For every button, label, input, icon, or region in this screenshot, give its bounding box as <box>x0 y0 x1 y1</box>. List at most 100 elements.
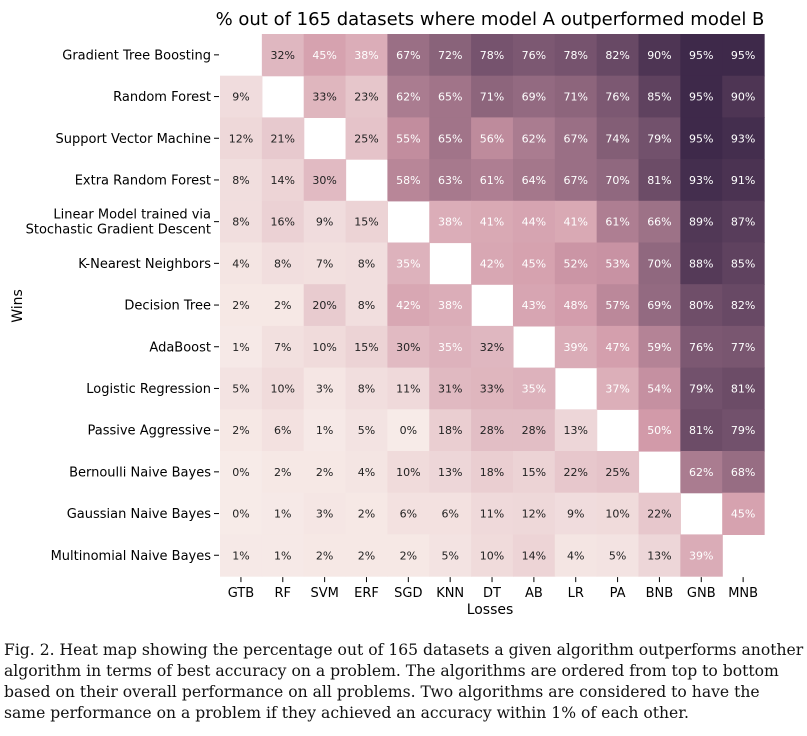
cell-value-label: 77% <box>731 341 755 354</box>
heatmap-cell <box>722 492 765 535</box>
cell-value-label: 8% <box>232 174 249 187</box>
cell-value-label: 1% <box>232 341 249 354</box>
heatmap-cell <box>261 451 305 494</box>
heatmap-cell <box>387 409 430 452</box>
cell-value-label: 0% <box>232 508 249 521</box>
heatmap-cell <box>220 242 263 285</box>
row-label-text: Logistic Regression <box>86 382 211 397</box>
heatmap-cell <box>303 367 347 410</box>
cell-value-label: 21% <box>271 132 295 145</box>
cell-value-label: 57% <box>605 299 629 312</box>
heatmap-cell <box>512 159 556 202</box>
row-labels: Gradient Tree Boosting Random Forest Suppo… <box>26 48 219 564</box>
column-label: GNB <box>687 577 716 601</box>
heatmap-cell <box>429 492 472 535</box>
cell-value-label: 25% <box>354 132 378 145</box>
cell-value-label: 95% <box>689 132 713 145</box>
column-label: SVM <box>310 577 339 601</box>
x-axis-label: Losses <box>467 602 514 618</box>
heatmap-cell <box>680 242 723 285</box>
cell-value-label: 67% <box>563 174 587 187</box>
cell-value-label: 13% <box>647 549 671 562</box>
heatmap-cell <box>680 409 723 452</box>
cell-value-label: 35% <box>396 257 420 270</box>
heatmap-cell <box>554 117 598 160</box>
row-label: Logistic Regression <box>86 382 219 397</box>
column-label-text: KNN <box>436 586 464 601</box>
heatmap-cell <box>429 34 472 77</box>
cell-value-label: 10% <box>396 466 420 479</box>
heatmap-cell <box>554 75 598 118</box>
column-label-text: GNB <box>687 586 716 601</box>
heatmap-cell <box>722 159 765 202</box>
heatmap-cell <box>722 117 765 160</box>
heatmap-cell <box>429 451 472 494</box>
cell-value-label: 93% <box>689 174 713 187</box>
row-label-text: Linear Model trained via <box>53 208 211 223</box>
cell-value-label: 45% <box>522 257 546 270</box>
cell-value-label: 30% <box>396 341 420 354</box>
cell-value-label: 11% <box>396 382 420 395</box>
cell-value-label: 2% <box>316 549 333 562</box>
heatmap-cell <box>261 117 305 160</box>
column-label: KNN <box>436 577 464 601</box>
heatmap-cell <box>471 75 514 118</box>
cell-value-label: 32% <box>480 341 504 354</box>
cell-value-label: 16% <box>271 216 295 229</box>
heatmap-cell <box>596 34 640 77</box>
cell-value-label: 6% <box>400 508 417 521</box>
cell-value-label: 81% <box>647 174 671 187</box>
row-label-text: Bernoulli Naive Bayes <box>69 465 211 480</box>
column-label: GTB <box>228 577 254 601</box>
cell-value-label: 4% <box>232 257 249 270</box>
heatmap-cell <box>638 409 681 452</box>
cell-value-label: 64% <box>522 174 546 187</box>
cell-value-label: 53% <box>605 257 629 270</box>
heatmap-cell <box>638 534 681 577</box>
cell-value-label: 20% <box>312 299 336 312</box>
cell-value-label: 37% <box>605 382 629 395</box>
cell-value-label: 76% <box>605 91 629 104</box>
cell-value-label: 11% <box>480 508 504 521</box>
heatmap-cell <box>387 367 430 410</box>
cell-value-label: 38% <box>438 216 462 229</box>
cell-value-label: 2% <box>232 424 249 437</box>
cell-value-label: 47% <box>605 341 629 354</box>
cell-value-label: 78% <box>563 49 587 62</box>
cell-value-label: 15% <box>522 466 546 479</box>
column-label-text: ERF <box>354 586 379 601</box>
heatmap-cell <box>220 159 263 202</box>
cell-value-label: 81% <box>689 424 713 437</box>
cell-value-label: 68% <box>731 466 755 479</box>
heatmap-cell <box>429 117 472 160</box>
heatmap-cell <box>261 409 305 452</box>
heatmap-cell <box>429 367 472 410</box>
cell-value-label: 3% <box>316 508 333 521</box>
cell-value-label: 10% <box>312 341 336 354</box>
heatmap-cell <box>638 200 681 244</box>
cell-value-label: 56% <box>480 132 504 145</box>
cell-value-label: 7% <box>274 341 291 354</box>
cell-value-label: 2% <box>232 299 249 312</box>
heatmap-cell <box>554 451 598 494</box>
column-label: DT <box>483 577 501 601</box>
cell-value-label: 91% <box>731 174 755 187</box>
figure-caption: Fig. 2. Heat map showing the percentage … <box>4 641 804 722</box>
heatmap-cell <box>722 367 765 410</box>
cell-value-label: 80% <box>689 299 713 312</box>
heatmap-figure: % out of 165 datasets where model A outp… <box>10 9 765 618</box>
row-label-text: Gaussian Naive Bayes <box>67 507 211 522</box>
cell-value-label: 62% <box>396 91 420 104</box>
heatmap-cell <box>345 451 388 494</box>
heatmap-cell <box>387 451 430 494</box>
row-label: Extra Random Forest <box>75 173 219 188</box>
cell-value-label: 31% <box>438 382 462 395</box>
cell-value-label: 38% <box>354 49 378 62</box>
heatmap-cell <box>220 325 263 369</box>
heatmap-cell <box>512 534 556 577</box>
cell-value-label: 12% <box>229 132 253 145</box>
cell-value-label: 87% <box>731 216 755 229</box>
heatmap-cell <box>680 159 723 202</box>
heatmap-cell <box>220 451 263 494</box>
cell-value-label: 15% <box>354 341 378 354</box>
